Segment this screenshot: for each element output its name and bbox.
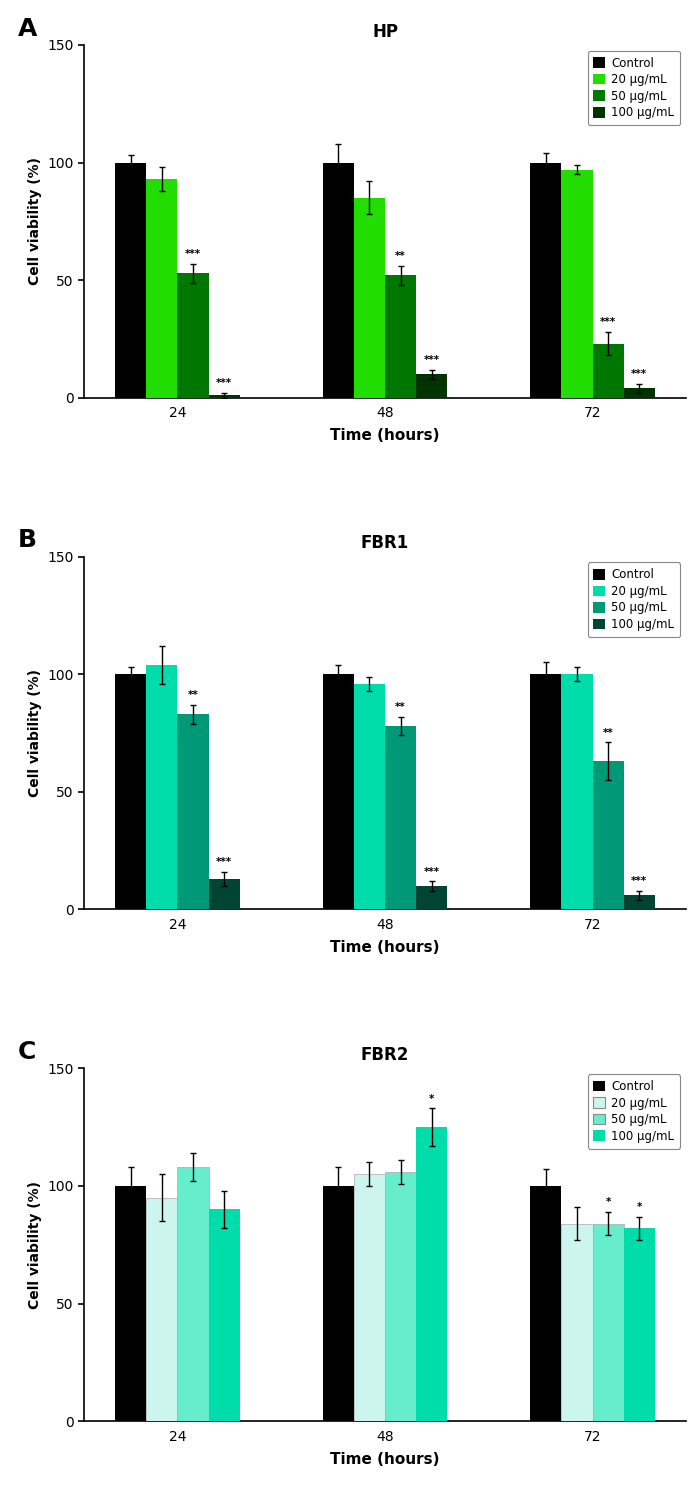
- Bar: [323, 163, 354, 398]
- Title: FBR2: FBR2: [360, 1046, 409, 1064]
- Text: **: **: [395, 702, 406, 712]
- Bar: [115, 675, 146, 910]
- Bar: [209, 880, 239, 910]
- X-axis label: Time (hours): Time (hours): [330, 939, 440, 954]
- Text: C: C: [18, 1040, 36, 1064]
- Text: ***: ***: [216, 857, 232, 868]
- Bar: [146, 180, 177, 398]
- Text: ***: ***: [631, 370, 648, 378]
- Bar: [177, 274, 209, 398]
- Bar: [115, 163, 146, 398]
- Bar: [354, 1174, 385, 1421]
- Text: ***: ***: [424, 355, 440, 365]
- Bar: [561, 169, 593, 398]
- Bar: [593, 1224, 624, 1421]
- Text: *: *: [606, 1197, 611, 1207]
- Bar: [209, 395, 239, 398]
- Bar: [624, 1228, 655, 1421]
- Bar: [323, 675, 354, 910]
- Text: ***: ***: [185, 248, 201, 259]
- Bar: [385, 726, 416, 910]
- Bar: [177, 1167, 209, 1421]
- X-axis label: Time (hours): Time (hours): [330, 1451, 440, 1468]
- Text: *: *: [636, 1201, 642, 1212]
- Bar: [531, 163, 561, 398]
- Bar: [531, 1186, 561, 1421]
- Title: FBR1: FBR1: [361, 534, 409, 552]
- Bar: [531, 675, 561, 910]
- Bar: [561, 1224, 593, 1421]
- Bar: [624, 389, 655, 398]
- Legend: Control, 20 μg/mL, 50 μg/mL, 100 μg/mL: Control, 20 μg/mL, 50 μg/mL, 100 μg/mL: [587, 1074, 680, 1149]
- Title: HP: HP: [372, 22, 398, 40]
- Bar: [323, 1186, 354, 1421]
- Bar: [416, 886, 447, 910]
- Text: A: A: [18, 16, 37, 40]
- Bar: [416, 374, 447, 398]
- Bar: [561, 675, 593, 910]
- Text: ***: ***: [600, 317, 616, 328]
- X-axis label: Time (hours): Time (hours): [330, 428, 440, 443]
- Text: *: *: [429, 1094, 435, 1104]
- Legend: Control, 20 μg/mL, 50 μg/mL, 100 μg/mL: Control, 20 μg/mL, 50 μg/mL, 100 μg/mL: [587, 51, 680, 126]
- Text: **: **: [603, 727, 613, 738]
- Text: ***: ***: [216, 378, 232, 389]
- Bar: [209, 1209, 239, 1421]
- Bar: [385, 275, 416, 398]
- Bar: [115, 1186, 146, 1421]
- Text: ***: ***: [424, 866, 440, 877]
- Text: ***: ***: [631, 877, 648, 886]
- Y-axis label: Cell viability (%): Cell viability (%): [28, 669, 42, 797]
- Bar: [624, 896, 655, 910]
- Legend: Control, 20 μg/mL, 50 μg/mL, 100 μg/mL: Control, 20 μg/mL, 50 μg/mL, 100 μg/mL: [587, 562, 680, 637]
- Bar: [146, 1198, 177, 1421]
- Bar: [354, 197, 385, 398]
- Bar: [593, 344, 624, 398]
- Bar: [416, 1126, 447, 1421]
- Y-axis label: Cell viability (%): Cell viability (%): [28, 1180, 42, 1309]
- Bar: [385, 1171, 416, 1421]
- Bar: [177, 714, 209, 910]
- Y-axis label: Cell viability (%): Cell viability (%): [28, 157, 42, 286]
- Text: **: **: [395, 251, 406, 262]
- Text: B: B: [18, 528, 37, 552]
- Text: **: **: [188, 690, 198, 700]
- Bar: [146, 664, 177, 910]
- Bar: [593, 761, 624, 910]
- Bar: [354, 684, 385, 910]
